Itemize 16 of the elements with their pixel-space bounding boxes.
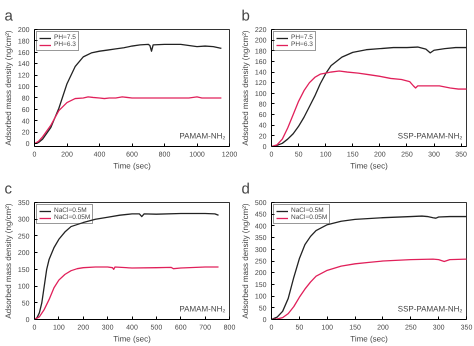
x-axis-title: Time (sec) bbox=[113, 162, 152, 170]
chart-title: b bbox=[242, 8, 250, 24]
y-axis-title: Adsorbed mass density (ng/cm²) bbox=[240, 30, 250, 146]
chart-title: a bbox=[4, 8, 14, 24]
annotation: SSP-PAMAM-NH₂ bbox=[398, 304, 463, 314]
x-axis-title: Time (sec) bbox=[113, 334, 152, 344]
x-axis-title: Time (sec) bbox=[350, 334, 388, 344]
chart-title: c bbox=[4, 180, 12, 198]
annotation: PAMAM-NH₂ bbox=[179, 304, 226, 314]
chart-title: d bbox=[242, 180, 250, 198]
annotation: PAMAM-NH₂ bbox=[179, 132, 226, 140]
x-axis-title: Time (sec) bbox=[350, 162, 388, 170]
annotation: SSP-PAMAM-NH₂ bbox=[398, 132, 463, 140]
y-axis-title: Adsorbed mass density (ng/cm²) bbox=[4, 203, 13, 319]
y-axis-title: Adsorbed mass density (ng/cm²) bbox=[4, 30, 13, 146]
y-axis-title: Adsorbed mass density (ng/cm²) bbox=[240, 203, 250, 319]
